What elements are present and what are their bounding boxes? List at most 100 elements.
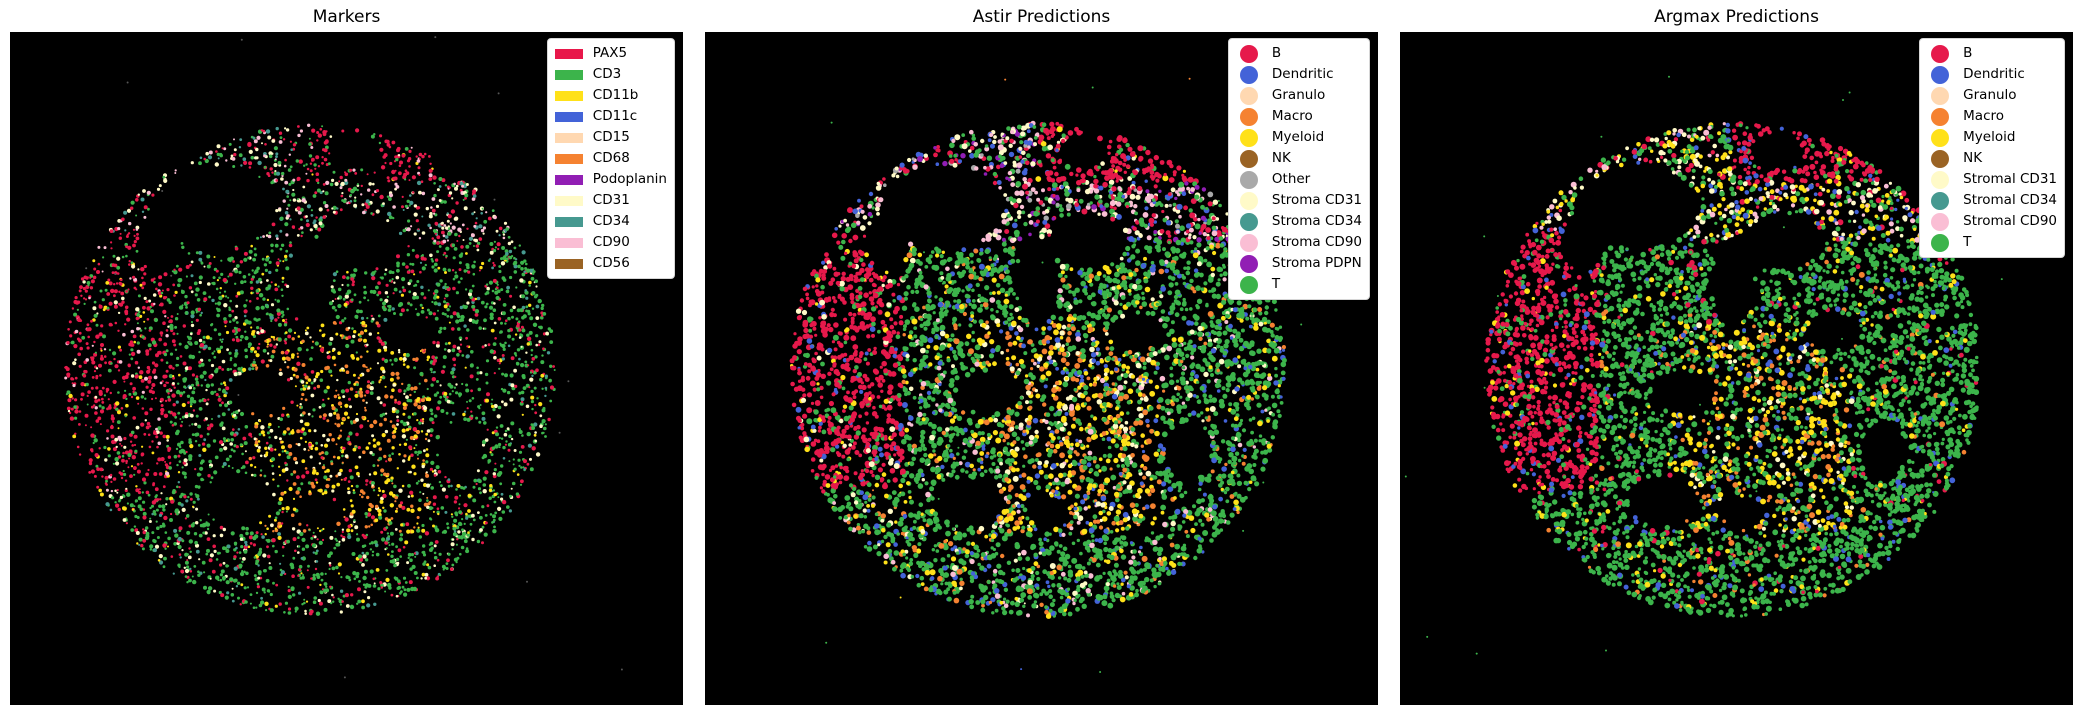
cell-dot — [158, 275, 163, 280]
cell-dot — [135, 374, 139, 378]
cell-dot — [94, 399, 98, 404]
cell-dot — [383, 272, 387, 276]
cell-dot — [348, 201, 351, 205]
legend-item: CD68 — [554, 148, 667, 169]
cell-dot — [69, 334, 73, 338]
cell-dot — [197, 384, 200, 387]
cell-dot — [941, 430, 946, 436]
cell-dot — [376, 362, 380, 365]
cell-dot — [383, 509, 387, 513]
cell-dot — [343, 180, 349, 186]
cell-dot — [487, 461, 490, 464]
cell-dot — [181, 539, 185, 543]
cell-dot — [326, 419, 330, 423]
cell-dot — [196, 497, 200, 501]
cell-dot — [224, 403, 229, 408]
cell-dot — [234, 246, 239, 251]
cell-dot — [254, 466, 257, 469]
cell-dot — [159, 498, 162, 501]
cell-dot — [233, 555, 237, 559]
cell-dot — [305, 215, 308, 218]
cell-dot — [227, 408, 231, 411]
cell-dot — [387, 535, 391, 538]
cell-dot — [335, 270, 339, 273]
cell-dot — [427, 223, 431, 227]
cell-dot — [168, 374, 173, 379]
cell-dot — [280, 491, 285, 496]
cell-dot — [177, 454, 181, 458]
cell-dot — [481, 261, 485, 266]
cell-dot — [266, 298, 270, 302]
cell-dot — [312, 221, 316, 225]
cell-dot — [311, 128, 316, 133]
cell-dot — [181, 507, 186, 512]
cell-dot — [450, 513, 453, 516]
cell-dot — [227, 296, 230, 299]
cell-dot — [394, 400, 398, 404]
cell-dot — [120, 444, 123, 447]
cell-dot — [328, 561, 332, 565]
cell-dot — [171, 424, 175, 427]
cell-dot — [400, 293, 404, 297]
cell-dot — [442, 234, 446, 238]
cell-dot — [211, 298, 215, 303]
cell-dot — [415, 308, 417, 311]
cell-dot — [415, 155, 418, 158]
cell-dot — [257, 440, 261, 443]
cell-dot — [365, 389, 370, 394]
cell-dot — [398, 164, 402, 167]
cell-dot — [427, 289, 430, 292]
cell-dot — [186, 559, 189, 562]
cell-dot — [329, 135, 333, 138]
cell-dot — [373, 471, 378, 476]
cell-dot — [527, 443, 533, 448]
cell-dot — [331, 178, 335, 182]
cell-dot — [505, 440, 508, 443]
cell-dot — [429, 162, 432, 165]
cell-dot — [162, 321, 166, 326]
cell-dot — [341, 449, 345, 452]
cell-dot — [321, 333, 325, 338]
cell-dot — [211, 282, 214, 285]
cell-dot — [285, 128, 290, 132]
cell-dot — [380, 583, 384, 588]
cell-dot — [296, 178, 299, 182]
cell-dot — [472, 194, 477, 198]
cell-dot — [410, 553, 414, 557]
cell-dot — [201, 523, 206, 528]
cell-dot — [494, 287, 498, 291]
cell-dot — [275, 126, 279, 131]
cell-dot — [118, 236, 123, 240]
cell-dot — [433, 293, 438, 298]
cell-dot — [142, 530, 146, 535]
cell-dot — [255, 591, 259, 595]
cell-dot — [389, 395, 394, 399]
cell-dot — [126, 372, 130, 376]
cell-dot — [198, 275, 203, 280]
cell-dot — [70, 407, 74, 411]
cell-dot — [176, 356, 180, 360]
cell-dot — [279, 229, 283, 233]
cell-dot — [274, 527, 278, 530]
cell-dot — [365, 483, 368, 486]
cell-dot — [290, 513, 295, 517]
cell-dot — [231, 467, 234, 469]
cell-dot — [529, 377, 534, 382]
cell-dot — [461, 223, 465, 227]
cell-dot — [949, 418, 956, 424]
cell-dot — [141, 390, 145, 394]
cell-dot — [213, 549, 217, 554]
cell-dot — [368, 182, 373, 186]
cell-dot — [403, 592, 408, 597]
cell-dot — [222, 527, 226, 532]
cell-dot — [353, 293, 357, 297]
cell-dot — [189, 567, 192, 571]
cell-dot — [443, 297, 446, 300]
cell-dot — [250, 244, 253, 248]
cell-dot — [331, 305, 336, 310]
cell-dot — [310, 370, 315, 374]
cell-dot — [319, 529, 322, 533]
cell-dot — [528, 330, 533, 335]
cell-dot — [78, 453, 82, 456]
cell-dot — [178, 553, 182, 556]
